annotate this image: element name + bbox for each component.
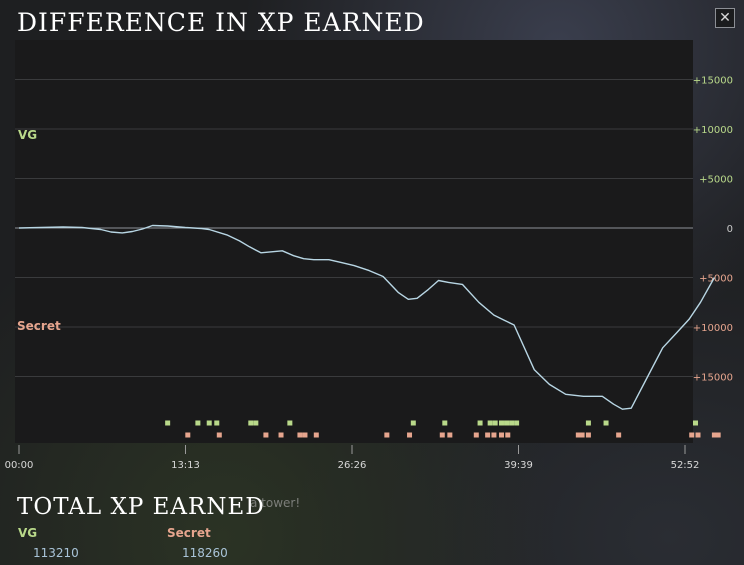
- total-team-name-vg: VG: [18, 526, 38, 540]
- total-value-vg: 113210: [33, 546, 79, 560]
- event-marker-secret: [575, 432, 581, 438]
- event-marker-vg: [692, 420, 698, 426]
- event-marker-secret: [447, 432, 453, 438]
- total-xp-title: TOTAL XP EARNED: [17, 494, 265, 520]
- plot-area: [15, 40, 693, 443]
- y-tick-label: +15000: [693, 76, 733, 87]
- x-tick-label: 26:26: [338, 460, 367, 471]
- event-marker-vg: [492, 420, 498, 426]
- event-marker-secret: [473, 432, 479, 438]
- y-tick-label: +10000: [693, 125, 733, 136]
- close-icon: ✕: [719, 10, 731, 26]
- xp-difference-line: [18, 224, 716, 410]
- x-tick-label: 13:13: [171, 460, 200, 471]
- event-marker-secret: [216, 432, 222, 438]
- event-marker-vg: [410, 420, 416, 426]
- x-tick-label: 00:00: [5, 460, 34, 471]
- event-marker-secret: [585, 432, 591, 438]
- y-tick-label: +5000: [699, 175, 733, 186]
- event-marker-secret: [505, 432, 511, 438]
- team-label-vg: VG: [18, 128, 38, 142]
- x-tick-label: 39:39: [504, 460, 533, 471]
- event-marker-secret: [711, 432, 717, 438]
- panel-title: DIFFERENCE IN XP EARNED: [17, 8, 425, 37]
- background-notification-text: a tower!: [250, 496, 301, 510]
- event-marker-vg: [214, 420, 220, 426]
- team-label-secret: Secret: [17, 319, 61, 333]
- event-marker-secret: [485, 432, 491, 438]
- y-tick-labels: +15000 +10000 +5000 0 +5000 +10000 +15000: [693, 76, 733, 384]
- event-markers: [165, 420, 721, 438]
- event-marker-vg: [504, 420, 510, 426]
- y-tick-label: +15000: [693, 373, 733, 384]
- event-marker-vg: [603, 420, 609, 426]
- event-marker-secret: [407, 432, 413, 438]
- event-marker-secret: [439, 432, 445, 438]
- event-marker-vg: [477, 420, 483, 426]
- event-marker-vg: [442, 420, 448, 426]
- y-tick-label: +10000: [693, 323, 733, 334]
- event-marker-secret: [185, 432, 191, 438]
- event-marker-vg: [509, 420, 515, 426]
- event-marker-vg: [514, 420, 520, 426]
- event-marker-secret: [715, 432, 721, 438]
- event-marker-secret: [302, 432, 308, 438]
- event-marker-secret: [616, 432, 622, 438]
- event-marker-vg: [585, 420, 591, 426]
- close-button[interactable]: ✕: [715, 8, 735, 28]
- event-marker-secret: [498, 432, 504, 438]
- event-marker-secret: [263, 432, 269, 438]
- event-marker-vg: [487, 420, 493, 426]
- y-tick-label: 0: [727, 224, 733, 235]
- grid-lines: [15, 79, 693, 377]
- total-team-name-secret: Secret: [167, 526, 211, 540]
- event-marker-vg: [253, 420, 259, 426]
- event-marker-secret: [297, 432, 303, 438]
- total-value-secret: 118260: [182, 546, 228, 560]
- event-marker-vg: [165, 420, 171, 426]
- event-marker-secret: [491, 432, 497, 438]
- event-marker-secret: [695, 432, 701, 438]
- xp-difference-line-group: [18, 224, 716, 410]
- event-marker-vg: [498, 420, 504, 426]
- x-tick-label: 52:52: [671, 460, 700, 471]
- event-marker-secret: [278, 432, 284, 438]
- event-marker-secret: [313, 432, 319, 438]
- event-marker-secret: [384, 432, 390, 438]
- event-marker-secret: [579, 432, 585, 438]
- x-tick-labels: 00:00 13:13 26:26 39:39 52:52: [5, 445, 700, 471]
- event-marker-secret: [689, 432, 695, 438]
- event-marker-vg: [195, 420, 201, 426]
- event-marker-vg: [287, 420, 293, 426]
- y-tick-label: +5000: [699, 274, 733, 285]
- event-marker-vg: [206, 420, 212, 426]
- event-marker-vg: [248, 420, 254, 426]
